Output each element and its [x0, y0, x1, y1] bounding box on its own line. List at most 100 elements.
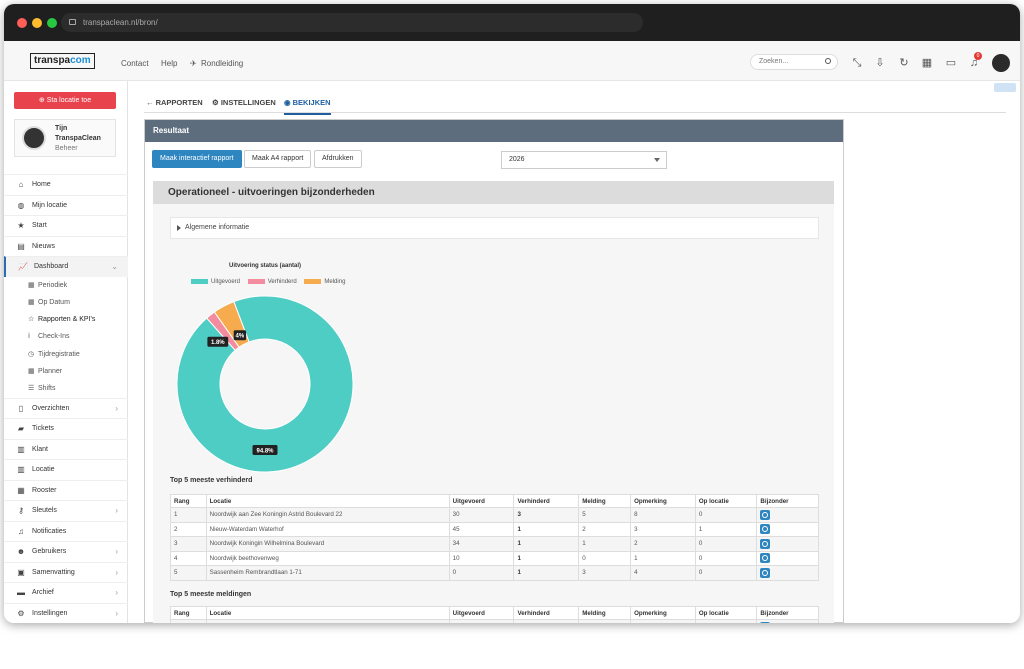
sidebar-item-klant[interactable]: ▥ Klant	[4, 438, 128, 460]
sidebar-item-sleutels[interactable]: ⚷ Sleutels ›	[4, 500, 128, 521]
nav-link-contact[interactable]: Contact	[121, 59, 149, 68]
tab-bekijken[interactable]: ◉ BEKIJKEN	[284, 98, 331, 115]
table-cell: Noordwijk aan Zee Koningin Astrid Boulev…	[205, 619, 450, 623]
legend-item[interactable]: Melding	[304, 279, 345, 285]
report-section: Operationeel - uitvoeringen bijzonderhed…	[153, 181, 834, 623]
a4-report-button[interactable]: Maak A4 rapport	[244, 150, 312, 168]
sidebar: ⊕ Sta locatie toe Tijn TranspaClean Behe…	[4, 81, 128, 623]
maximize-window-button[interactable]	[47, 18, 57, 28]
table-cell: 0	[694, 619, 758, 623]
avatar	[22, 126, 46, 150]
legend-swatch	[191, 279, 208, 284]
column-header: Rang	[170, 606, 207, 620]
sidebar-item-home[interactable]: ⌂ Home	[4, 174, 128, 195]
table-meldingen: Rang Locatie Uitgevoerd Verhinderd Melding Op…	[170, 606, 819, 623]
search-icon[interactable]	[825, 58, 831, 64]
sidebar-sub-check-ins[interactable]: ⅰ Check-Ins	[4, 328, 128, 345]
tab-instellingen[interactable]: ⚙ INSTELLINGEN	[212, 98, 276, 107]
minimize-window-button[interactable]	[32, 18, 42, 28]
sidebar-sub-planner[interactable]: ▦ Planner	[4, 363, 128, 380]
chevron-right-icon: ›	[115, 608, 118, 618]
sidebar-sub-op-datum[interactable]: ▦ Op Datum	[4, 294, 128, 311]
column-header: Op locatie	[694, 606, 758, 620]
search-input[interactable]: Zoeken...	[750, 54, 838, 70]
calendar-icon: ▦	[17, 485, 25, 495]
search-details-icon[interactable]	[760, 538, 771, 549]
collapse-icon[interactable]: ⤡	[852, 57, 862, 69]
browser-window: transpaclean.nl/bron/ transpacom Contact…	[4, 4, 1020, 623]
close-window-button[interactable]	[17, 18, 27, 28]
sidebar-sub-tijdregistratie[interactable]: ◷ Tijdregistratie	[4, 346, 128, 363]
brand-logo[interactable]: transpacom	[30, 53, 95, 69]
report-tabs: ← RAPPORTEN ⚙ INSTELLINGEN ◉ BEKIJKEN	[144, 93, 1006, 115]
sidebar-item-notificaties[interactable]: ♫ Notificaties	[4, 520, 128, 542]
sidebar-item-samenvatting[interactable]: ▣ Samenvatting ›	[4, 561, 128, 583]
sidebar-item-mijn-locatie[interactable]: ◍ Mijn locatie	[4, 194, 128, 216]
users-icon: ☻	[16, 547, 26, 557]
chart-legend: Uitgevoerd Verhinderd Melding	[191, 279, 351, 285]
table-cell: 5	[578, 507, 632, 523]
legend-item[interactable]: Uitgevoerd	[191, 279, 240, 285]
sidebar-item-overzichten[interactable]: ▯ Overzichten ›	[4, 397, 128, 419]
column-header: Op locatie	[694, 494, 758, 508]
sidebar-item-locatie[interactable]: ▥ Locatie	[4, 459, 128, 480]
nav-link-rondleiding[interactable]: Rondleiding	[201, 59, 244, 68]
table-cell: 1	[694, 521, 758, 537]
legend-item[interactable]: Verhinderd	[247, 279, 297, 285]
print-button[interactable]: Afdrukken	[314, 150, 362, 168]
tab-rapporten[interactable]: ← RAPPORTEN	[146, 98, 203, 107]
table-header-row: Rang Locatie Uitgevoerd Verhinderd Melding Op…	[170, 494, 819, 508]
sidebar-sub-periodiek[interactable]: ▦ Periodiek	[4, 277, 128, 294]
search-details-icon[interactable]	[760, 621, 771, 623]
column-header: Opmerking	[630, 606, 696, 620]
table-cell: 0	[694, 536, 758, 552]
chart-title: Uitvoering status (aantal)	[228, 263, 301, 269]
general-info-toggle[interactable]: Algemene informatie	[170, 217, 819, 239]
table-cell: 3	[513, 507, 580, 523]
download-icon[interactable]: ⇩	[875, 57, 885, 69]
sidebar-sub-rapporten[interactable]: ☆ Rapporten & KPI's	[4, 311, 128, 328]
interactive-report-button[interactable]: Maak interactief rapport	[152, 150, 242, 168]
table-cell: 3	[513, 619, 580, 623]
nav-link-help[interactable]: Help	[161, 59, 178, 68]
sidebar-item-archief[interactable]: ▬ Archief ›	[4, 582, 128, 603]
sidebar-item-gebruikers[interactable]: ☻ Gebruikers ›	[4, 541, 128, 562]
chart-line-icon: 📈	[18, 262, 28, 271]
chevron-down-icon: ⌄	[111, 262, 118, 271]
year-select[interactable]: 2026	[501, 151, 667, 169]
refresh-icon[interactable]: ↻	[899, 57, 909, 69]
allow-location-button[interactable]: ⊕ Sta locatie toe	[14, 92, 116, 109]
calendar-icon: ▦	[28, 367, 35, 375]
sidebar-item-tickets[interactable]: ▰ Tickets	[4, 418, 128, 439]
sidebar-item-rooster[interactable]: ▦ Rooster	[4, 479, 128, 501]
location-icon: ⊕	[38, 97, 47, 104]
address-bar[interactable]: transpaclean.nl/bron/	[61, 13, 643, 32]
donut-chart: 94.8% 1.8% 4%	[176, 295, 354, 473]
table-cell	[756, 619, 819, 623]
sidebar-item-dashboard[interactable]: 📈 Dashboard ⌄	[4, 256, 128, 277]
search-details-icon[interactable]	[760, 509, 771, 520]
sidebar-menu: ⌂ Home ◍ Mijn locatie ★ Start ▤ Nieuws 📈 Dash…	[4, 174, 128, 623]
bell-icon[interactable]: ♫	[969, 57, 979, 69]
side-widget-tab[interactable]	[994, 83, 1016, 92]
search-details-icon[interactable]	[760, 553, 771, 564]
column-header: Opmerking	[630, 494, 696, 508]
sidebar-sub-shifts[interactable]: ☰ Shifts	[4, 380, 128, 397]
data-label: 94.8%	[256, 448, 274, 454]
qr-code-icon[interactable]: ▦	[921, 57, 933, 69]
search-details-icon[interactable]	[760, 567, 771, 578]
tour-icon: ✈	[190, 59, 197, 68]
search-details-icon[interactable]	[760, 524, 771, 535]
table-cell: Noordwijk beethovenweg	[205, 550, 450, 566]
id-card-icon[interactable]: ▭	[945, 57, 957, 69]
sidebar-item-nieuws[interactable]: ▤ Nieuws	[4, 235, 128, 257]
sidebar-item-start[interactable]: ★ Start	[4, 215, 128, 236]
table-cell: 0	[694, 565, 758, 581]
panel-header: Resultaat	[145, 120, 843, 142]
sidebar-item-instellingen[interactable]: ⚙ Instellingen ›	[4, 602, 128, 623]
table-cell: 1	[578, 536, 632, 552]
top-navigation: transpacom Contact Help ✈ Rondleiding Zo…	[4, 41, 1020, 81]
column-header: Uitgevoerd	[448, 494, 515, 508]
table-cell	[756, 521, 819, 537]
user-avatar[interactable]	[992, 54, 1010, 72]
